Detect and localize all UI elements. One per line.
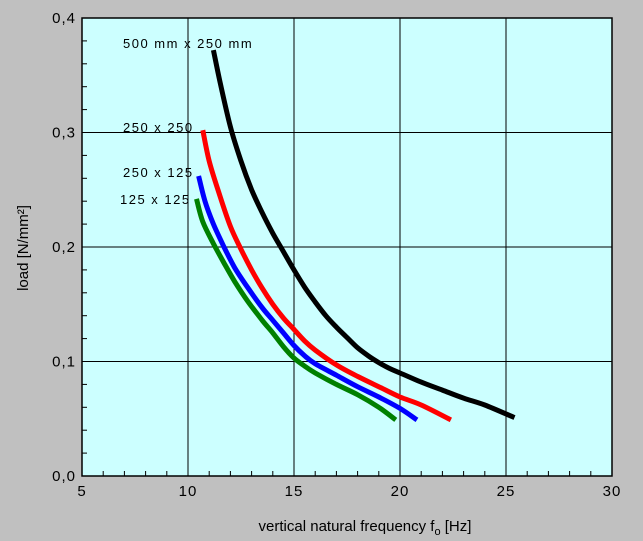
minor-ticks — [81, 17, 613, 477]
x-axis-title-unit: [Hz] — [441, 518, 472, 535]
y-tick-label: 0,3 — [52, 125, 76, 142]
x-tick-label: 15 — [285, 483, 304, 500]
series-line-0 — [210, 49, 516, 420]
x-axis-title: vertical natural frequency fo [Hz] — [259, 518, 472, 538]
x-tick-label: 5 — [77, 483, 86, 500]
y-axis-title: load [N/mm²] — [15, 205, 32, 291]
annotation-500x250: 500 mm x 250 mm — [123, 36, 253, 51]
y-tick-label: 0,4 — [52, 10, 76, 27]
y-tick-label: 0,2 — [52, 239, 76, 256]
annotation-250x250: 250 x 250 — [123, 120, 194, 135]
annotation-250x125: 250 x 125 — [123, 165, 194, 180]
x-axis-title-subscript: o — [434, 526, 440, 538]
annotation-125x125: 125 x 125 — [120, 192, 191, 207]
x-axis-title-main: vertical natural frequency f — [259, 518, 436, 535]
series-line-1 — [200, 129, 453, 423]
series-line-2 — [196, 175, 419, 422]
plot-frame — [81, 17, 613, 477]
series-group — [194, 49, 516, 423]
y-tick-label: 0,0 — [52, 468, 76, 485]
grid — [82, 18, 612, 476]
series-line-3 — [194, 198, 398, 422]
x-tick-label: 10 — [179, 483, 198, 500]
y-tick-label: 0,1 — [52, 354, 76, 371]
x-tick-label: 25 — [497, 483, 516, 500]
x-tick-label: 30 — [603, 483, 622, 500]
tick-labels: 5 10 15 20 25 30 0,0 0,1 0,2 0,3 0,4 — [52, 10, 622, 500]
x-tick-label: 20 — [391, 483, 410, 500]
